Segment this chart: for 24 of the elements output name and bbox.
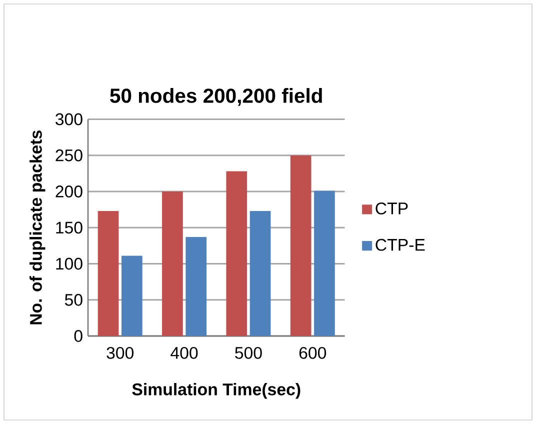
- x-tick-label: 300: [106, 346, 134, 359]
- bar: [314, 190, 335, 336]
- chart-title: 50 nodes 200,200 field: [110, 88, 322, 106]
- y-tick-label: 250: [56, 149, 82, 162]
- y-tick-label: 0: [74, 330, 82, 342]
- bar: [186, 237, 207, 336]
- bar: [162, 192, 183, 336]
- bar: [226, 171, 248, 336]
- x-tick-label: 400: [170, 346, 198, 359]
- y-tick-label: 150: [56, 222, 82, 234]
- y-tick-label: 100: [56, 258, 82, 270]
- bar: [250, 211, 271, 336]
- bar: [98, 211, 119, 336]
- y-tick-label: 300: [56, 113, 82, 126]
- x-axis-title: Simulation Time(sec): [132, 382, 300, 399]
- bar: [122, 256, 142, 336]
- x-tick-label: 600: [299, 346, 326, 359]
- y-tick-label: 50: [64, 294, 82, 306]
- x-tick-label: 500: [235, 346, 262, 359]
- legend-label: CTP-E: [376, 238, 425, 251]
- legend-label: CTP: [376, 202, 408, 214]
- bar: [290, 155, 312, 336]
- y-tick-label: 200: [56, 186, 82, 198]
- y-axis-title: No. of duplicate packets: [30, 130, 46, 324]
